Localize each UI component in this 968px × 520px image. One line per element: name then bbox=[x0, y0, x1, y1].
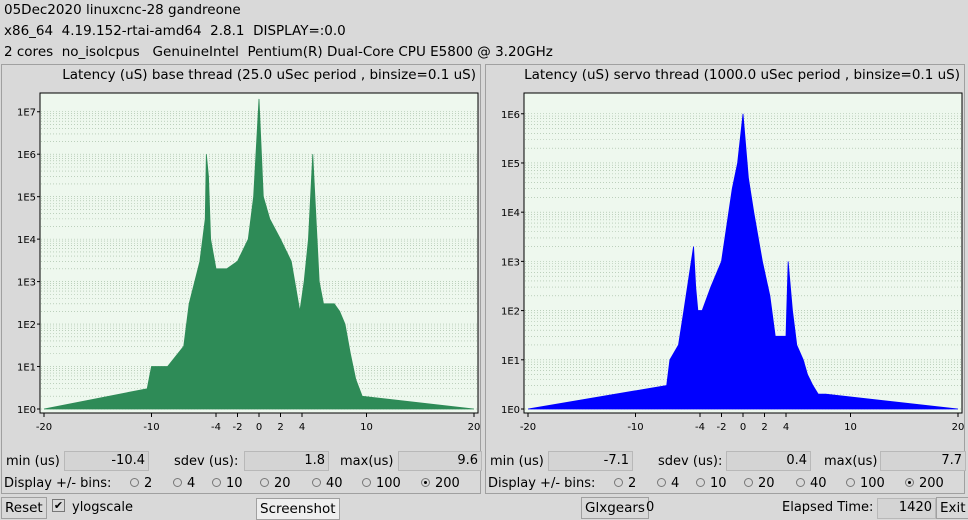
bins-radio-10[interactable]: 10 bbox=[696, 476, 727, 491]
ylogscale-checkbox[interactable]: ✔ bbox=[52, 499, 65, 512]
bins-radio-20[interactable]: 20 bbox=[744, 476, 775, 491]
max-value: 7.7 bbox=[880, 451, 966, 471]
base-thread-stats: min (us) -10.4 sdev (us): 1.8 max(us) 9.… bbox=[4, 451, 482, 473]
bins-radio-4[interactable]: 4 bbox=[657, 476, 679, 491]
elapsed-time-label: Elapsed Time: bbox=[782, 500, 874, 515]
y-tick-label: 1E4 bbox=[17, 235, 36, 246]
min-value: -7.1 bbox=[548, 451, 633, 471]
screenshot-button[interactable]: Screenshot bbox=[256, 498, 340, 520]
servo-thread-title: Latency (uS) servo thread (1000.0 uSec p… bbox=[524, 67, 960, 83]
bins-radio-10[interactable]: 10 bbox=[212, 476, 243, 491]
x-tick-label: 0 bbox=[256, 422, 262, 433]
x-tick-label: 10 bbox=[844, 422, 857, 433]
bins-radio-4[interactable]: 4 bbox=[173, 476, 195, 491]
y-tick-label: 1E5 bbox=[501, 159, 520, 170]
y-tick-label: 1E4 bbox=[501, 208, 520, 219]
y-tick-label: 1E5 bbox=[17, 193, 36, 204]
bins-radio-40[interactable]: 40 bbox=[796, 476, 827, 491]
x-tick-label: -20 bbox=[520, 422, 536, 433]
header-line-cpu: 2 cores no_isolcpus GenuineIntel Pentium… bbox=[4, 44, 553, 60]
y-tick-label: 1E0 bbox=[501, 405, 520, 416]
bins-label: Display +/- bins: bbox=[4, 476, 112, 491]
bins-radio-2[interactable]: 2 bbox=[614, 476, 636, 491]
y-tick-label: 1E2 bbox=[501, 307, 520, 318]
max-label: max(us) bbox=[340, 454, 394, 469]
x-tick-label: 4 bbox=[783, 422, 789, 433]
bins-radio-200[interactable]: 200 bbox=[421, 476, 460, 491]
y-tick-label: 1E1 bbox=[501, 356, 520, 367]
max-value: 9.6 bbox=[398, 451, 482, 471]
sdev-label: sdev (us): bbox=[658, 454, 723, 469]
x-tick-label: -10 bbox=[143, 422, 159, 433]
glxgears-count: 0 bbox=[646, 500, 655, 515]
bins-label: Display +/- bins: bbox=[488, 476, 596, 491]
x-tick-label: 2 bbox=[761, 422, 767, 433]
base-thread-panel: Latency (uS) base thread (25.0 uSec peri… bbox=[1, 64, 482, 495]
sdev-label: sdev (us): bbox=[174, 454, 239, 469]
exit-button[interactable]: Exit bbox=[936, 497, 968, 519]
header-line-date-host: 05Dec2020 linuxcnc-28 gandreone bbox=[4, 2, 241, 18]
servo-thread-bins: Display +/- bins: 2 4 10 20 40 100 200 bbox=[488, 475, 964, 495]
bins-radio-2[interactable]: 2 bbox=[130, 476, 152, 491]
x-tick-label: 4 bbox=[299, 422, 305, 433]
x-tick-label: -2 bbox=[233, 422, 243, 433]
bins-radio-200[interactable]: 200 bbox=[905, 476, 944, 491]
x-tick-label: 10 bbox=[360, 422, 373, 433]
sdev-value: 0.4 bbox=[726, 451, 811, 471]
elapsed-time-value: 1420 bbox=[877, 498, 936, 519]
y-tick-label: 1E3 bbox=[501, 257, 520, 268]
x-tick-label: -20 bbox=[36, 422, 52, 433]
bins-radio-40[interactable]: 40 bbox=[312, 476, 343, 491]
ylogscale-label: ylogscale bbox=[72, 500, 134, 515]
x-tick-label: -4 bbox=[211, 422, 221, 433]
y-tick-label: 1E3 bbox=[17, 278, 36, 289]
header-line-kernel: x86_64 4.19.152-rtai-amd64 2.8.1 DISPLAY… bbox=[4, 23, 346, 39]
min-value: -10.4 bbox=[64, 451, 149, 471]
bins-radio-20[interactable]: 20 bbox=[260, 476, 291, 491]
servo-thread-panel: Latency (uS) servo thread (1000.0 uSec p… bbox=[485, 64, 966, 495]
histogram-area bbox=[527, 113, 959, 410]
y-tick-label: 1E6 bbox=[501, 110, 520, 121]
x-tick-label: 20 bbox=[468, 422, 480, 433]
y-tick-label: 1E6 bbox=[17, 150, 36, 161]
y-tick-label: 1E0 bbox=[17, 405, 36, 416]
base-thread-bins: Display +/- bins: 2 4 10 20 40 100 200 bbox=[4, 475, 480, 495]
servo-thread-stats: min (us) -7.1 sdev (us): 0.4 max(us) 7.7 bbox=[488, 451, 966, 473]
sdev-value: 1.8 bbox=[244, 451, 329, 471]
bins-radio-100[interactable]: 100 bbox=[846, 476, 885, 491]
x-tick-label: 0 bbox=[740, 422, 746, 433]
min-label: min (us) bbox=[490, 454, 544, 469]
x-tick-label: -10 bbox=[627, 422, 643, 433]
x-tick-label: 2 bbox=[277, 422, 283, 433]
x-tick-label: -2 bbox=[717, 422, 727, 433]
max-label: max(us) bbox=[824, 454, 878, 469]
y-tick-label: 1E1 bbox=[17, 363, 36, 374]
reset-button[interactable]: Reset bbox=[1, 497, 47, 519]
x-tick-label: -4 bbox=[695, 422, 705, 433]
glxgears-button[interactable]: Glxgears bbox=[581, 497, 649, 519]
y-tick-label: 1E7 bbox=[17, 108, 36, 119]
base-thread-title: Latency (uS) base thread (25.0 uSec peri… bbox=[62, 67, 476, 83]
min-label: min (us) bbox=[6, 454, 60, 469]
histogram-area bbox=[43, 98, 475, 410]
y-tick-label: 1E2 bbox=[17, 320, 36, 331]
x-tick-label: 20 bbox=[952, 422, 964, 433]
bins-radio-100[interactable]: 100 bbox=[362, 476, 401, 491]
